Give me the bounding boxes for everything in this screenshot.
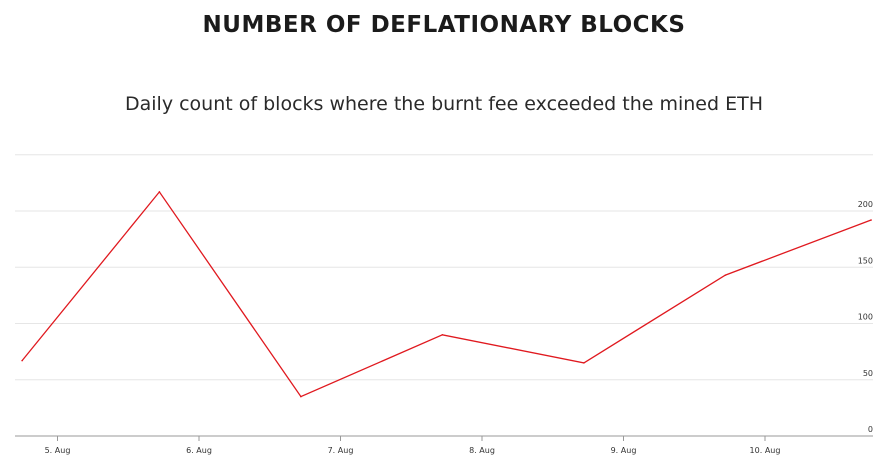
y-tick-label: 50 (863, 369, 873, 378)
x-tick-label: 8. Aug (469, 446, 495, 455)
y-axis-labels: 0 50 100 150 200 (858, 200, 873, 434)
y-tick-label: 100 (858, 313, 873, 322)
y-tick-label: 0 (868, 425, 873, 434)
x-tick-label: 6. Aug (186, 446, 212, 455)
x-tick-label: 5. Aug (45, 446, 71, 455)
chart-subtitle: Daily count of blocks where the burnt fe… (125, 93, 763, 115)
x-tick-label: 10. Aug (750, 446, 781, 455)
data-point (870, 219, 872, 221)
data-point (441, 333, 444, 336)
series-group (21, 190, 872, 398)
x-tick-label: 7. Aug (328, 446, 354, 455)
data-point (583, 362, 585, 364)
x-tick-label: 9. Aug (611, 446, 637, 455)
chart-title: NUMBER OF DEFLATIONARY BLOCKS (202, 12, 686, 38)
x-axis: 5. Aug 6. Aug 7. Aug 8. Aug 9. Aug 10. Aug (15, 435, 873, 455)
data-point (158, 191, 161, 193)
grid-lines (15, 154, 873, 381)
data-point (21, 359, 23, 362)
data-point (300, 395, 302, 398)
data-point (724, 274, 727, 276)
series-line (21, 190, 872, 398)
y-tick-label: 200 (858, 200, 873, 209)
y-tick-label: 150 (858, 256, 873, 265)
